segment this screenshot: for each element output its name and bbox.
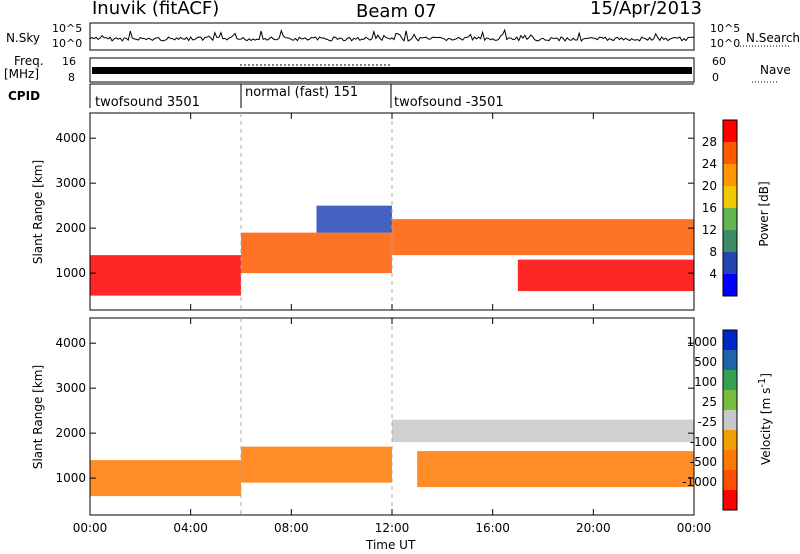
freq-right-tick-high: 60 <box>712 55 726 68</box>
data-band-2 <box>392 219 694 256</box>
velocity-colorbar-label: Velocity [m s-1] <box>757 373 773 465</box>
xtick-label-5: 20:00 <box>576 521 611 535</box>
power-heatmap <box>90 205 694 296</box>
colorbar-cell-2 <box>723 370 737 390</box>
colorbar-tick-0: 28 <box>702 135 717 149</box>
colorbar-tick-7: -1000 <box>682 475 717 489</box>
ytick-label-2: 3000 <box>55 381 86 395</box>
colorbar-frame <box>722 329 738 511</box>
colorbar-cell-2 <box>723 230 737 252</box>
colorbar-tick-5: 8 <box>709 245 717 259</box>
colorbar-frame <box>722 119 738 297</box>
noise-right-tick-high: 10^5 <box>710 22 741 35</box>
velocity-heatmap <box>90 419 694 497</box>
ytick-label-0: 1000 <box>55 266 86 280</box>
noise-sky-label: N.Sky <box>6 31 41 45</box>
colorbar-tick-1: 500 <box>694 355 717 369</box>
colorbar-tick-2: 100 <box>694 375 717 389</box>
colorbar-tick-3: 16 <box>702 201 717 215</box>
colorbar-cell-8 <box>723 490 737 510</box>
data-band-3 <box>417 451 694 488</box>
colorbar-cell-3 <box>723 208 737 230</box>
colorbar-cell-7 <box>723 120 737 142</box>
data-band-0 <box>90 255 241 296</box>
colorbar-cell-3 <box>723 390 737 410</box>
nave-label: Nave <box>760 63 791 77</box>
colorbar-cell-4 <box>723 186 737 208</box>
colorbar-tick-1: 24 <box>702 157 717 171</box>
noise-right-tick-low: 10^0 <box>710 37 741 50</box>
cpid-segment-3: twofsound -3501 <box>394 95 504 110</box>
power-colorbar-label: Power [dB] <box>757 181 771 247</box>
colorbar-cell-5 <box>723 430 737 450</box>
freq-panel-frame <box>89 57 695 83</box>
data-band-4 <box>316 205 392 233</box>
cpid-label: CPID <box>8 89 41 103</box>
data-band-1 <box>241 446 392 483</box>
freq-unit-label: [MHz] <box>4 67 40 81</box>
colorbar-tick-0: 1000 <box>686 335 717 349</box>
ytick-label-3: 4000 <box>55 131 86 145</box>
ytick-label-2: 3000 <box>55 176 86 190</box>
data-band-0 <box>90 460 241 497</box>
power-axes: 1000 2000 3000 4000 <box>55 113 695 310</box>
noise-trace <box>89 28 695 42</box>
freq-label: Freq. <box>14 54 44 68</box>
xaxis-label: Time UT <box>366 538 416 552</box>
freq-right-tick-low: 0 <box>712 71 719 84</box>
xtick-label-4: 16:00 <box>475 521 510 535</box>
station-title: Inuvik (fitACF) <box>92 0 220 19</box>
colorbar-tick-4: 12 <box>702 223 717 237</box>
xtick-label-2: 08:00 <box>274 521 309 535</box>
colorbar-cell-1 <box>723 252 737 274</box>
colorbar-cell-0 <box>723 274 737 296</box>
power-ylabel: Slant Range [km] <box>31 159 45 265</box>
data-band-2 <box>392 419 694 443</box>
colorbar-tick-4: -25 <box>697 415 717 429</box>
velocity-colorbar: 1000 500 100 25 -25 -100 -500 -1000 <box>682 329 738 511</box>
xtick-label-3: 12:00 <box>375 521 410 535</box>
freq-trace <box>92 67 692 74</box>
velocity-axes: 1000 2000 3000 4000 00:00 04:00 08:00 12:00 16:0… <box>55 318 711 535</box>
colorbar-cell-1 <box>723 350 737 370</box>
xtick-label-0: 00:00 <box>73 521 108 535</box>
cpid-segment-1: twofsound 3501 <box>95 95 200 110</box>
ytick-label-3: 4000 <box>55 336 86 350</box>
colorbar-cell-7 <box>723 470 737 490</box>
noise-search-label: N.Search <box>746 31 800 45</box>
power-colorbar: 28 24 20 16 12 8 4 <box>702 119 738 297</box>
colorbar-cell-6 <box>723 142 737 164</box>
noise-left-tick-high: 10^5 <box>52 22 83 35</box>
noise-left-tick-low: 10^0 <box>52 37 83 50</box>
xtick-label-1: 04:00 <box>173 521 208 535</box>
freq-left-tick-high: 16 <box>62 55 76 68</box>
colorbar-cell-4 <box>723 410 737 430</box>
freq-left-tick-low: 8 <box>68 71 75 84</box>
colorbar-tick-6: -500 <box>690 455 717 469</box>
colorbar-tick-5: -100 <box>690 435 717 449</box>
velocity-ylabel: Slant Range [km] <box>31 364 45 470</box>
xtick-label-6: 00:00 <box>677 521 712 535</box>
cpid-segment-2: normal (fast) 151 <box>245 85 359 100</box>
colorbar-cell-5 <box>723 164 737 186</box>
colorbar-tick-6: 4 <box>709 267 717 281</box>
colorbar-tick-2: 20 <box>702 179 717 193</box>
data-band-3 <box>517 259 694 292</box>
colorbar-cell-6 <box>723 450 737 470</box>
ytick-label-0: 1000 <box>55 471 86 485</box>
ytick-label-1: 2000 <box>55 426 86 440</box>
date-title: 15/Apr/2013 <box>590 0 702 19</box>
noise-panel-frame <box>89 22 695 51</box>
colorbar-tick-3: 25 <box>702 395 717 409</box>
beam-title: Beam 07 <box>356 1 437 22</box>
colorbar-cell-0 <box>723 330 737 350</box>
ytick-label-1: 2000 <box>55 221 86 235</box>
data-band-1 <box>241 232 392 274</box>
